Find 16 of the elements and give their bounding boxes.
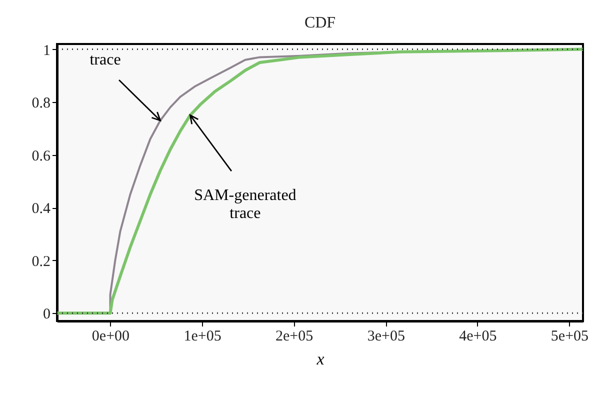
y-tick-label: 0.6: [32, 148, 51, 164]
x-tick-label: 1e+05: [184, 328, 222, 344]
y-tick-label: 0.2: [32, 254, 50, 270]
y-tick-label: 1: [43, 42, 50, 59]
x-axis-title: x: [316, 350, 325, 368]
y-tick-label: 0.8: [32, 96, 50, 112]
x-tick-label: 4e+05: [459, 328, 497, 344]
annotation: SAM-generated trace: [194, 187, 296, 222]
x-tick-label: 5e+05: [550, 328, 589, 344]
annotation: trace: [90, 52, 121, 69]
x-tick-label: 3e+05: [367, 328, 405, 344]
chart-title: CDF: [304, 14, 336, 32]
x-tick-label: 0e+00: [92, 328, 130, 344]
x-tick-label: 2e+05: [276, 328, 314, 344]
y-tick-label: 0.4: [32, 201, 51, 218]
y-tick-label: 0: [43, 306, 50, 323]
